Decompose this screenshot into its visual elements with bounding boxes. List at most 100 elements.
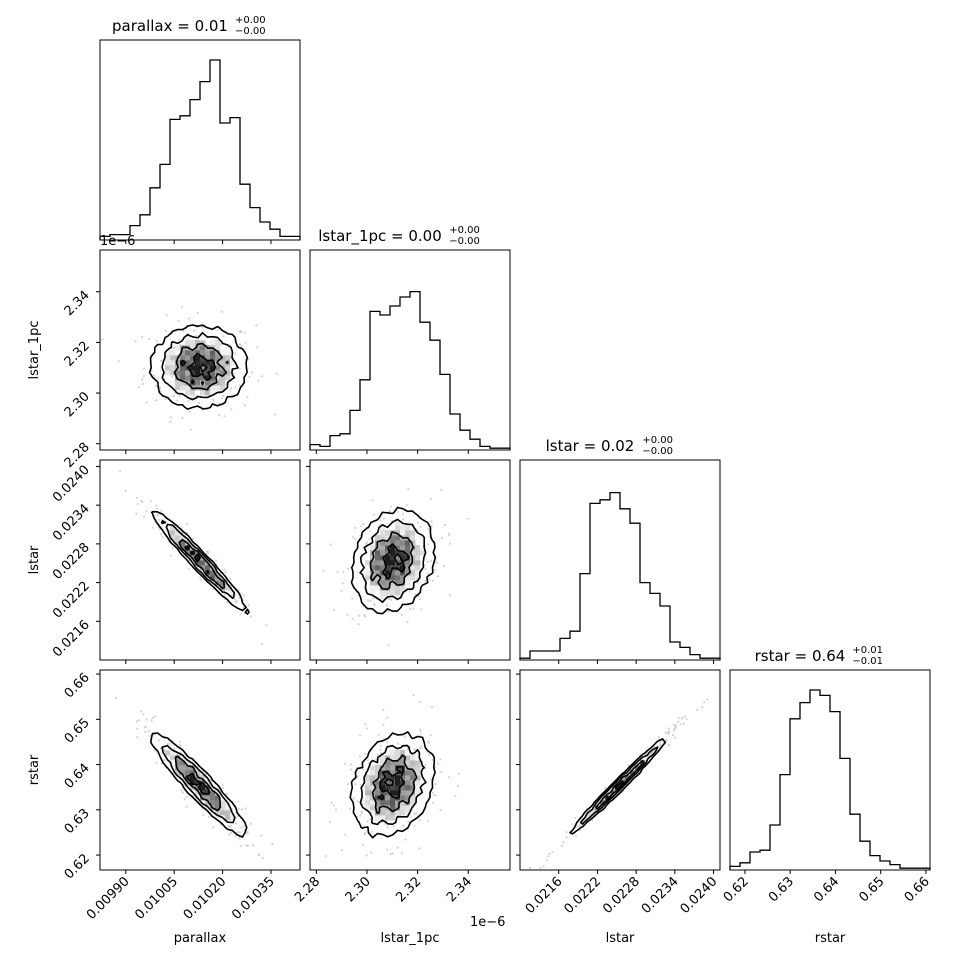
x-axis-label-rstar: rstar <box>815 931 846 946</box>
contours-lstar_1pc-rstar <box>349 731 436 839</box>
density-cell <box>170 530 176 536</box>
density-cell <box>200 560 206 566</box>
density-cell <box>390 760 396 766</box>
contours-parallax-lstar_1pc <box>148 324 249 410</box>
scatter-point <box>145 401 148 404</box>
density-cell <box>405 805 411 811</box>
scatter-point <box>565 831 568 834</box>
density-cell <box>185 335 191 341</box>
density-cell <box>375 820 381 826</box>
scatter-point <box>197 401 201 405</box>
y-offset-label: 1e−6 <box>100 234 135 249</box>
x-tick-label: 0.0216 <box>523 874 566 917</box>
density-cell <box>370 580 376 586</box>
scatter-point <box>408 590 411 593</box>
density-cell <box>215 370 221 376</box>
scatter-point <box>443 523 447 527</box>
scatter-point <box>332 804 336 807</box>
scatter-point <box>387 643 390 646</box>
density-cell <box>190 545 196 551</box>
density-cell <box>410 770 416 776</box>
scatter-point <box>236 831 239 834</box>
scatter-point <box>246 396 249 399</box>
scatter-point <box>152 374 156 377</box>
x-tick-label: 0.65 <box>856 874 887 905</box>
scatter-point <box>440 488 443 491</box>
density-cell <box>385 570 391 576</box>
title-lower-error: −0.01 <box>852 656 883 667</box>
density-cell <box>410 765 416 771</box>
density-cell <box>215 580 221 586</box>
density-cell <box>205 355 211 361</box>
density-cell <box>200 795 206 801</box>
density-cell <box>600 800 606 806</box>
density-cell <box>360 800 366 806</box>
density-cell <box>400 525 406 531</box>
density-cell <box>385 775 391 781</box>
scatter-point <box>191 537 195 541</box>
density-cell <box>380 815 386 821</box>
scatter-point <box>155 762 158 765</box>
density-cell <box>410 550 416 556</box>
scatter-point <box>153 749 157 752</box>
density-cell <box>375 585 381 591</box>
scatter-point <box>187 399 190 402</box>
density-cell <box>175 385 181 391</box>
density-cell <box>165 375 171 381</box>
density-cell <box>370 785 376 791</box>
scatter-point <box>216 329 219 332</box>
scatter-point <box>547 855 550 858</box>
density-cell <box>390 820 396 826</box>
scatter-point <box>249 615 252 618</box>
scatter-point <box>350 768 353 771</box>
density-cell <box>165 365 171 371</box>
contour-level-1 <box>150 510 250 615</box>
scatter-point <box>234 386 237 389</box>
density-cell <box>370 565 376 571</box>
scatter-point <box>666 732 669 735</box>
panel-frame <box>99 39 301 241</box>
x-tick-label: 0.66 <box>902 874 933 905</box>
scatter-point <box>178 338 181 341</box>
scatter-point <box>233 372 236 375</box>
contour-level-4 <box>184 545 210 574</box>
scatter-point <box>413 824 416 827</box>
y-axis-label-rstar: rstar <box>27 754 42 785</box>
scatter-point <box>226 793 229 796</box>
y-tick-label: 0.0228 <box>50 540 93 583</box>
density-cell <box>365 805 371 811</box>
scatter-point <box>342 570 345 573</box>
density-cell <box>210 340 216 346</box>
contour-level-4 <box>377 765 405 800</box>
scatter-point <box>134 340 137 343</box>
density-cell <box>175 370 181 376</box>
y-tick-label: 0.63 <box>62 806 93 837</box>
density-cell <box>170 535 176 541</box>
scatter-point <box>366 820 369 823</box>
density-cell <box>405 790 411 796</box>
scatter-point <box>169 416 172 419</box>
density-cell <box>395 810 401 816</box>
scatter-point <box>433 569 436 572</box>
density-cell <box>395 800 401 806</box>
contour-level-4 <box>180 352 217 384</box>
density-cell <box>200 775 206 781</box>
scatter-point <box>147 730 150 733</box>
scatter-point <box>182 330 185 333</box>
scatter-point <box>247 604 250 607</box>
scatter-point <box>367 599 370 602</box>
density-cell <box>375 555 381 561</box>
panel-frame <box>729 669 931 871</box>
density-cell <box>205 575 211 581</box>
contour-level-2 <box>359 744 427 826</box>
density-cell <box>390 745 396 751</box>
scatter-point <box>388 510 391 513</box>
density-cell <box>405 545 411 551</box>
density-cell <box>400 555 406 561</box>
density-cell <box>405 540 411 546</box>
scatter-point <box>371 499 374 502</box>
density-cell <box>420 535 426 541</box>
density-cell <box>385 815 391 821</box>
density-cell <box>365 545 371 551</box>
scatter-point <box>696 708 699 711</box>
